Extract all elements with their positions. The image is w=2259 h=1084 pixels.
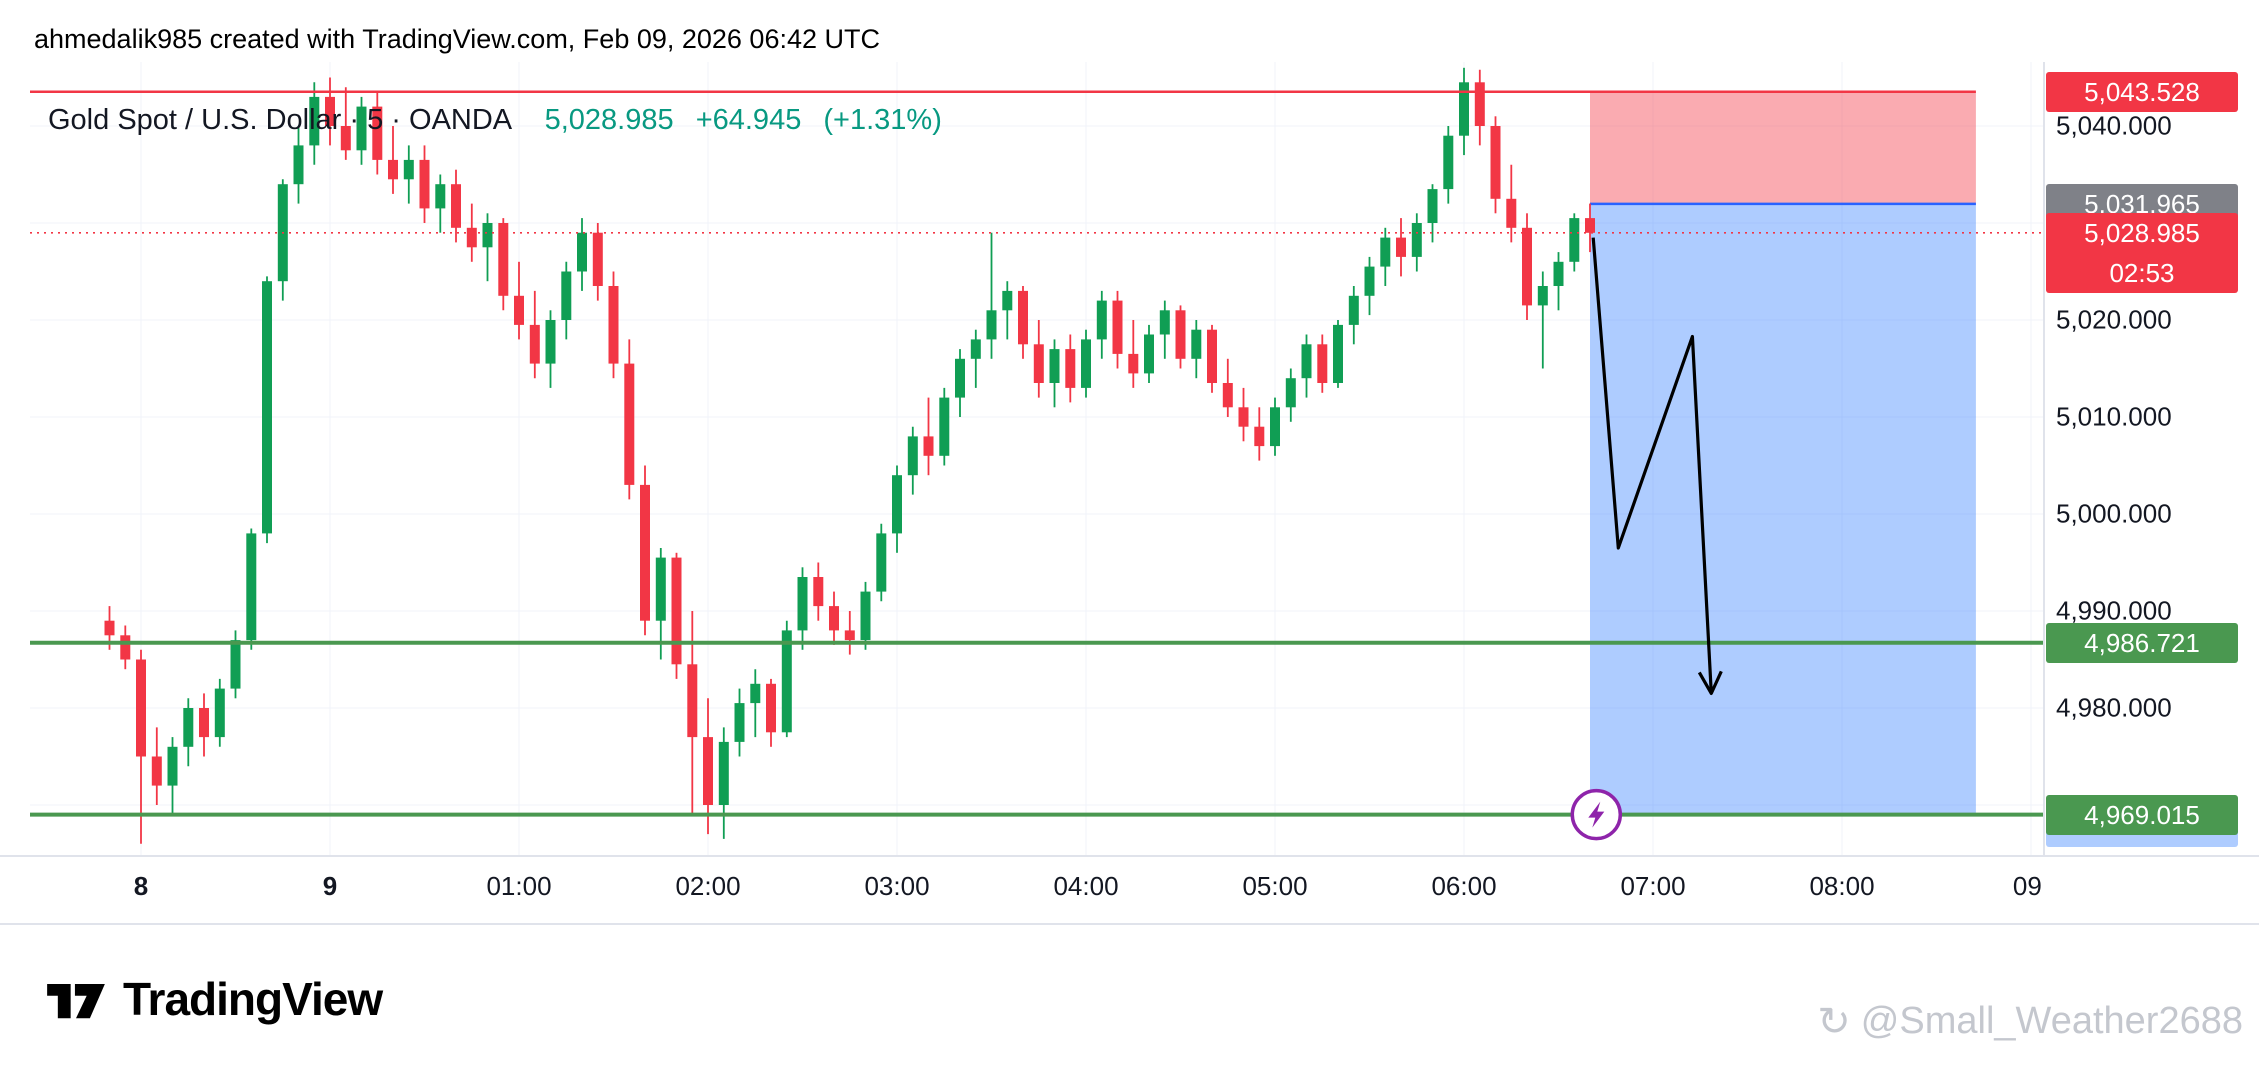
forecast-arrow[interactable] [1591,237,1713,694]
legend-last-price: 5,028.985 [544,104,674,136]
plot-bottom-border [0,855,2259,857]
legend-change-pct: (+1.31%) [823,104,942,136]
forecast-arrow-head [1697,670,1723,695]
chart-bottom-border [0,923,2259,925]
attribution-text: ahmedalik985 created with TradingView.co… [34,24,880,54]
legend-change: +64.945 [695,104,802,136]
time-axis-label: 09: [2012,871,2043,901]
time-axis-label: 05:00 [1242,871,1308,901]
time-axis-label: 8 [133,871,149,901]
short-position-stop-zone[interactable] [1590,91,1976,204]
tradingview-logo-icon [47,984,105,1019]
price-axis-border [2043,62,2045,855]
time-axis-label: 07:00 [1620,871,1686,901]
candles-layer[interactable] [104,67,1596,844]
watermark-handle: @Small_Weather2688 [1860,1000,2243,1042]
time-axis-label: 06:00 [1431,871,1497,901]
symbol-legend[interactable]: Gold Spot / U.S. Dollar · 5 · OANDA 5,02… [48,104,942,137]
repost-icon: ↻ [1817,999,1851,1044]
time-axis[interactable]: 8 9 01:00 02:00 03:00 04:00 05:00 06:00 07:00 08:… [0,855,2043,923]
time-axis-label: 9 [322,871,338,901]
watermark: ↻ @Small_Weather2688 [1817,1000,2243,1043]
short-position-profit-zone[interactable] [1590,203,1976,815]
tradingview-logo[interactable]: TradingView [45,972,383,1026]
time-axis-label: 01:00 [486,871,552,901]
time-axis-label: 04:00 [1053,871,1119,901]
tradingview-logo-text: TradingView [123,973,383,1025]
grid-lines [30,62,2043,855]
time-axis-label: 02:00 [675,871,741,901]
lightning-bolt-icon [1588,801,1605,828]
time-axis-label: 03:00 [864,871,930,901]
symbol-title: Gold Spot / U.S. Dollar · 5 · OANDA [48,104,511,136]
time-axis-label: 08:00 [1809,871,1875,901]
